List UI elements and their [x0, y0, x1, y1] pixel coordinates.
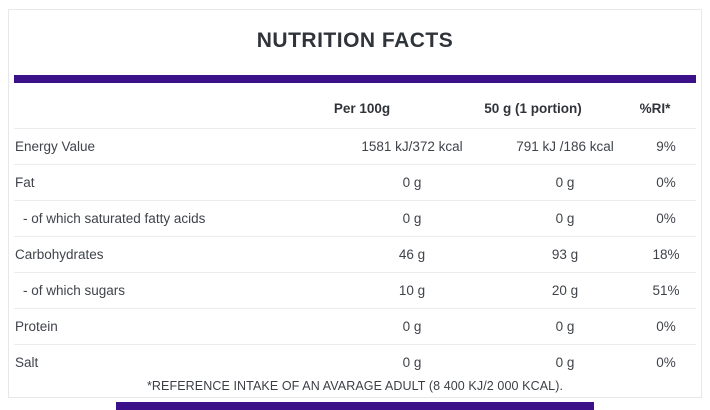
cell-portion: 0 g — [555, 175, 575, 190]
cell-per-100g: 1581 kJ/372 kcal — [361, 139, 463, 154]
row-label: - of which sugars — [23, 283, 126, 298]
cell-ri: 9% — [656, 139, 676, 154]
row-label: Salt — [15, 355, 39, 370]
cell-ri: 0% — [656, 355, 676, 370]
cell-ri: 0% — [656, 211, 676, 226]
table-row-saturated-fatty-acids: - of which saturated fatty acids 0 g 0 g… — [14, 201, 696, 237]
cell-per-100g: 0 g — [402, 211, 422, 226]
table-body: Energy Value 1581 kJ/372 kcal 791 kJ /18… — [14, 128, 696, 380]
column-header-per-100g: Per 100g — [333, 101, 391, 116]
row-label: Fat — [15, 175, 35, 190]
cell-ri: 0% — [656, 319, 676, 334]
cell-ri: 51% — [652, 283, 680, 298]
row-label: Carbohydrates — [15, 247, 104, 262]
cell-portion: 0 g — [555, 355, 575, 370]
cell-per-100g: 0 g — [402, 175, 422, 190]
table-row-sugars: - of which sugars 10 g 20 g 51% — [14, 273, 696, 309]
table-row-protein: Protein 0 g 0 g 0% — [14, 309, 696, 345]
bottom-accent-rule — [116, 402, 594, 410]
table-row-energy-value: Energy Value 1581 kJ/372 kcal 791 kJ /18… — [14, 128, 696, 165]
panel-title: NUTRITION FACTS — [256, 29, 454, 52]
cell-per-100g: 0 g — [402, 319, 422, 334]
column-header-ri: %RI* — [639, 101, 671, 116]
row-label: Energy Value — [15, 139, 96, 154]
column-header-empty — [14, 99, 272, 127]
table-row-carbohydrates: Carbohydrates 46 g 93 g 18% — [14, 237, 696, 273]
cell-portion: 0 g — [555, 211, 575, 226]
cell-portion: 0 g — [555, 319, 575, 334]
table-row-fat: Fat 0 g 0 g 0% — [14, 165, 696, 201]
cell-ri: 0% — [656, 175, 676, 190]
table-header-row: Per 100g 50 g (1 portion) %RI* — [14, 99, 696, 127]
cell-per-100g: 0 g — [402, 355, 422, 370]
cell-portion: 791 kJ /186 kcal — [516, 139, 614, 154]
cell-per-100g: 10 g — [398, 283, 426, 298]
nutrition-facts-card: NUTRITION FACTS Per 100g 50 g (1 portion… — [8, 9, 702, 398]
row-label: - of which saturated fatty acids — [23, 211, 206, 226]
cell-portion: 20 g — [551, 283, 579, 298]
cell-ri: 18% — [652, 247, 680, 262]
cell-portion: 93 g — [551, 247, 579, 262]
row-label: Protein — [15, 319, 58, 334]
column-header-portion: 50 g (1 portion) — [484, 101, 582, 116]
top-accent-rule — [14, 75, 696, 83]
table-row-salt: Salt 0 g 0 g 0% — [14, 345, 696, 380]
reference-intake-note: *REFERENCE INTAKE OF AN AVARAGE ADULT (8… — [146, 379, 564, 393]
cell-per-100g: 46 g — [398, 247, 426, 262]
